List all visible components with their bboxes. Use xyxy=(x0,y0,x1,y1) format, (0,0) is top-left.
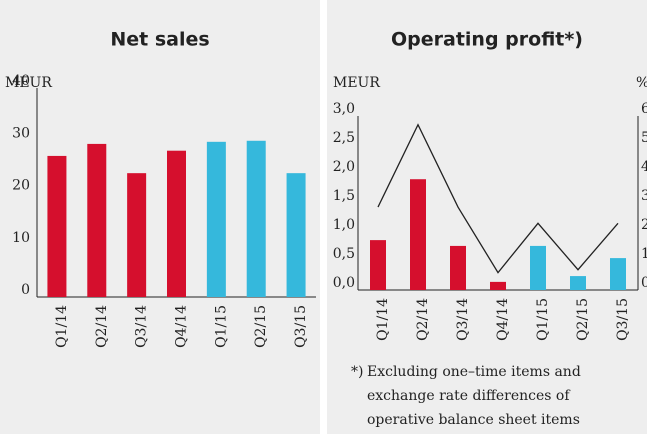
chart-title: Net sales xyxy=(110,29,209,51)
y-tick-label: 40 xyxy=(12,73,30,89)
footnote-marker: *) xyxy=(351,364,363,380)
bar xyxy=(167,150,186,297)
x-tick-label: Q3/15 xyxy=(615,298,631,341)
y-tick-label: 10 xyxy=(12,230,30,246)
x-tick-label: Q1/14 xyxy=(54,305,70,348)
y-axis-label: MEUR xyxy=(333,75,380,91)
y-tick-label: 0,5 xyxy=(333,246,355,262)
bar xyxy=(127,173,147,297)
y-tick-label: 3,0 xyxy=(333,101,355,117)
bar xyxy=(286,173,306,297)
footnote: operative balance sheet items xyxy=(367,412,580,428)
bar xyxy=(370,240,386,290)
bar xyxy=(570,276,586,290)
x-tick-label: Q2/14 xyxy=(415,298,431,341)
y2-tick-label: 2 xyxy=(641,217,647,233)
y2-tick-label: 6 xyxy=(641,101,647,117)
bar xyxy=(246,140,266,297)
y2-tick-label: 5 xyxy=(641,130,647,146)
y-tick-label: 2,5 xyxy=(333,130,355,146)
x-tick-label: Q2/15 xyxy=(575,298,591,341)
right-panel xyxy=(327,0,647,434)
y-tick-label: 1,5 xyxy=(333,188,355,204)
bar xyxy=(206,141,226,297)
bar xyxy=(530,245,546,290)
y2-axis-label: % xyxy=(636,75,647,91)
x-tick-label: Q1/14 xyxy=(375,298,391,341)
bar xyxy=(610,258,626,290)
y2-tick-label: 0 xyxy=(641,275,647,291)
footnote: Excluding one–time items and xyxy=(367,364,581,380)
chart-title: Operating profit*) xyxy=(391,29,583,51)
footnote: exchange rate differences of xyxy=(367,388,571,404)
bar xyxy=(490,281,506,290)
x-tick-label: Q1/15 xyxy=(213,305,229,348)
bar xyxy=(450,245,466,290)
x-tick-label: Q2/15 xyxy=(253,305,269,348)
y-tick-label: 0,0 xyxy=(333,275,355,291)
y-tick-label: 30 xyxy=(12,125,30,141)
x-tick-label: Q3/14 xyxy=(455,298,471,341)
line xyxy=(377,123,619,274)
y2-tick-label: 1 xyxy=(641,246,647,262)
x-tick-label: Q2/14 xyxy=(94,305,110,348)
x-tick-label: Q1/15 xyxy=(535,298,551,341)
y-tick-label: 0 xyxy=(21,282,30,298)
x-tick-label: Q4/14 xyxy=(495,298,511,341)
y2-tick-label: 4 xyxy=(641,159,647,175)
x-tick-label: Q3/15 xyxy=(293,305,309,348)
bar xyxy=(410,179,426,290)
x-tick-label: Q4/14 xyxy=(174,305,190,348)
bar xyxy=(87,143,107,297)
x-tick-label: Q3/14 xyxy=(134,305,150,348)
y-tick-label: 2,0 xyxy=(333,159,355,175)
y-tick-label: 1,0 xyxy=(333,217,355,233)
y-axis-label: MEUR xyxy=(5,75,52,91)
bar xyxy=(47,155,67,297)
y-tick-label: 20 xyxy=(12,178,30,194)
y2-tick-label: 3 xyxy=(641,188,647,204)
